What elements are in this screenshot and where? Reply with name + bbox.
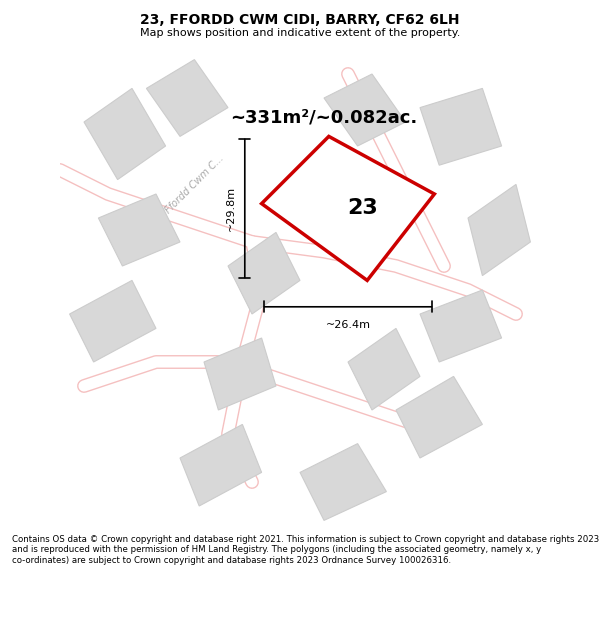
- Polygon shape: [420, 88, 502, 165]
- Polygon shape: [300, 444, 386, 521]
- Polygon shape: [420, 290, 502, 362]
- Polygon shape: [98, 194, 180, 266]
- Text: ~29.8m: ~29.8m: [226, 186, 236, 231]
- Polygon shape: [84, 88, 166, 179]
- Polygon shape: [180, 424, 262, 506]
- Polygon shape: [204, 338, 276, 410]
- Polygon shape: [146, 59, 228, 136]
- Polygon shape: [348, 328, 420, 410]
- Text: 23: 23: [347, 198, 378, 218]
- Text: 23, FFORDD CWM CIDI, BARRY, CF62 6LH: 23, FFORDD CWM CIDI, BARRY, CF62 6LH: [140, 12, 460, 26]
- Text: ~26.4m: ~26.4m: [325, 320, 371, 330]
- Text: Map shows position and indicative extent of the property.: Map shows position and indicative extent…: [140, 28, 460, 38]
- Text: Ffordd Cwm C...: Ffordd Cwm C...: [163, 153, 226, 216]
- Polygon shape: [262, 136, 434, 281]
- Polygon shape: [468, 184, 530, 276]
- Polygon shape: [324, 74, 406, 146]
- Polygon shape: [396, 376, 482, 458]
- Polygon shape: [228, 232, 300, 314]
- Text: Contains OS data © Crown copyright and database right 2021. This information is : Contains OS data © Crown copyright and d…: [12, 535, 599, 564]
- Polygon shape: [70, 281, 156, 362]
- Text: ~331m²/~0.082ac.: ~331m²/~0.082ac.: [230, 108, 418, 126]
